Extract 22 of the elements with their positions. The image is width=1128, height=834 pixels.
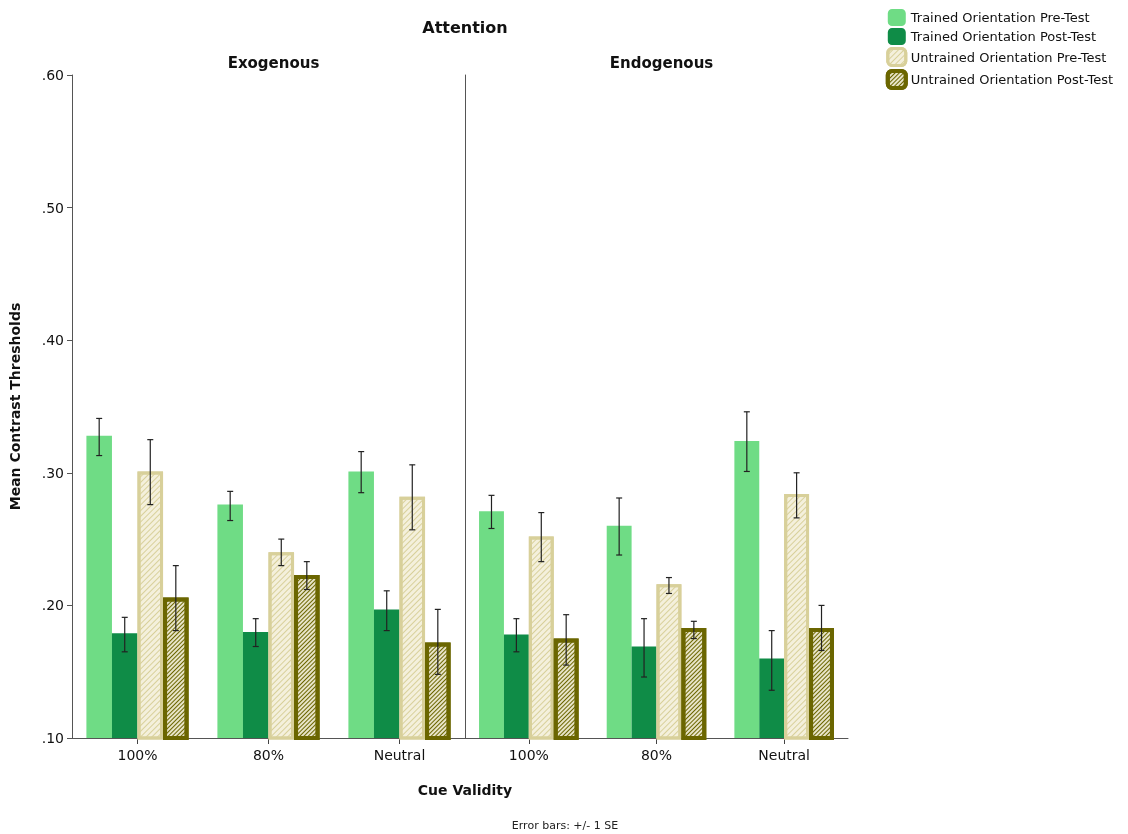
legend-label: Untrained Orientation Post-Test (910, 72, 1113, 87)
legend-label: Trained Orientation Post-Test (909, 29, 1097, 44)
chart-subtitle: Endogenous (609, 53, 714, 72)
text: Error bars: +/- 1 SE (511, 819, 619, 832)
y-tick-label: .30 (41, 464, 64, 481)
x-tick-label: 80% (252, 747, 285, 763)
x-tick-label: Neutral (373, 747, 426, 763)
y-axis-title: Mean Contrast Thresholds (7, 302, 23, 511)
y-tick-label: .60 (41, 67, 64, 83)
y-tick-label: .40 (41, 332, 64, 349)
x-tick-label: Neutral (758, 747, 811, 763)
legend-label: Untrained Orientation Pre-Test (910, 49, 1107, 65)
x-tick-label: 100% (117, 747, 158, 763)
x-axis-title: Cue Validity (417, 782, 513, 798)
legend-label: Trained Orientation Pre-Test (909, 10, 1090, 25)
chart-subtitle: Exogenous (227, 53, 320, 72)
chart-title: Attention (422, 17, 508, 37)
x-tick-label: 80% (640, 747, 673, 763)
x-tick-label: 100% (508, 747, 549, 763)
y-tick-label: .20 (41, 597, 64, 614)
y-tick-label: .50 (41, 199, 64, 216)
y-tick-label: .10 (41, 730, 64, 746)
